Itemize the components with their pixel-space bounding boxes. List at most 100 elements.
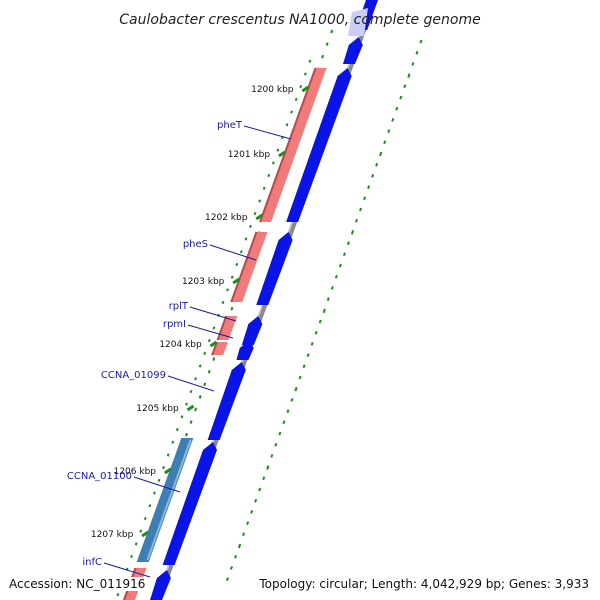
gene-feature-reverse: [342, 37, 363, 64]
gc-tick: [383, 140, 387, 145]
gene-label: pheT: [217, 120, 243, 131]
scale-minor-tick: [226, 288, 230, 292]
gc-tick: [274, 442, 278, 447]
gc-tick: [238, 543, 242, 549]
scale-minor-tick: [116, 593, 120, 597]
gc-tick: [334, 274, 338, 279]
scale-minor-tick: [189, 389, 193, 394]
gene-feature-edge: [230, 231, 258, 303]
gene-feature-reverse: [236, 340, 254, 360]
scale-minor-tick: [230, 275, 234, 279]
scale-tick-mark: [186, 404, 195, 412]
gc-tick: [338, 263, 342, 268]
gene-feature-reverse: [286, 68, 352, 222]
gc-tick: [242, 532, 246, 537]
scale-tick-label: 1201 kbp: [228, 150, 271, 160]
gene-label: pheS: [183, 239, 208, 250]
gene-label-leader: [189, 306, 237, 322]
gene-feature-highlight: [146, 439, 192, 561]
scale-ruler: 1200 kbp 1201 kbp 1202 kbp 1203 kbp 1204 kbp…: [91, 59, 312, 597]
gc-tick: [358, 207, 363, 212]
gc-tick: [286, 409, 290, 413]
gene-feature-rplT: [216, 316, 238, 340]
gc-tick: [391, 118, 395, 122]
scale-minor-tick: [166, 453, 170, 457]
gc-tick: [411, 62, 415, 66]
gc-tick: [229, 566, 234, 570]
gc-tick: [207, 369, 211, 374]
gene-label-leader: [133, 476, 181, 493]
gene-label-leader: [209, 244, 257, 261]
scale-minor-tick: [244, 237, 248, 241]
scale-tick-mark: [163, 467, 172, 475]
scale-minor-tick: [212, 326, 216, 330]
gene-label: CCNA_01099: [101, 370, 166, 381]
topology-label: Topology: circular; Length: 4,042,929 bp…: [257, 577, 591, 591]
scale-minor-tick: [143, 516, 147, 521]
scale-minor-tick: [221, 300, 225, 305]
gc-tick: [270, 454, 274, 458]
gc-tick: [278, 431, 282, 436]
scale-tick-mark: [141, 530, 149, 538]
scale-minor-tick: [175, 427, 179, 432]
gc-tick: [330, 29, 334, 34]
gene-labels: pheT pheS rplT rpmI CCNA_01099 CCNA_01100 infC: [67, 120, 292, 578]
scale-tick-label: 1207 kbp: [91, 530, 134, 540]
gc-tick: [233, 554, 238, 559]
gene-label: rplT: [169, 301, 189, 312]
scale-minor-tick: [239, 250, 243, 254]
scale-minor-tick: [290, 110, 294, 114]
gc-tick: [230, 306, 234, 311]
scale-minor-tick: [171, 440, 175, 444]
gene-label-leader: [243, 125, 292, 140]
gene-label-leader: [187, 324, 234, 339]
gc-tick: [387, 129, 391, 133]
gc-tick: [354, 218, 359, 223]
gene-feature-edge: [216, 315, 228, 341]
gc-tick: [225, 577, 229, 581]
scale-minor-tick: [262, 186, 266, 190]
accession-label: Accession: NC_011916: [7, 577, 148, 591]
gc-tick: [294, 386, 298, 392]
gene-label: CCNA_01100: [67, 471, 132, 482]
gene-feature-pheS: [230, 232, 268, 302]
gc-tick: [314, 330, 318, 335]
gc-tick: [322, 308, 326, 314]
scale-minor-tick: [180, 415, 184, 419]
gc-tick: [321, 54, 325, 59]
gc-tick: [246, 521, 250, 525]
gc-tick: [415, 50, 419, 55]
scale-tick-mark: [209, 340, 218, 348]
gc-tick: [350, 230, 355, 235]
scale-tick-label: 1203 kbp: [182, 277, 225, 287]
gc-tick: [310, 342, 314, 346]
scale-minor-tick: [235, 262, 239, 267]
gc-tick: [379, 151, 383, 157]
gc-tick: [371, 174, 375, 178]
gc-tick: [403, 84, 407, 89]
scale-minor-tick: [285, 123, 289, 127]
scale-minor-tick: [308, 59, 312, 63]
gc-tick: [346, 241, 350, 245]
scale-minor-tick: [267, 173, 271, 178]
gc-tick: [342, 252, 346, 257]
scale-tick-mark: [232, 277, 241, 285]
gc-tick: [203, 382, 207, 387]
gene-feature-reverse: [207, 362, 246, 440]
scale-minor-tick: [276, 148, 280, 152]
scale-tick-label: 1200 kbp: [251, 85, 294, 95]
scale-minor-tick: [139, 529, 143, 533]
scale-tick-mark: [278, 150, 286, 158]
gc-tick: [326, 297, 330, 301]
map-title: Caulobacter crescentus NA1000, complete …: [119, 12, 480, 28]
scale-tick-label: 1206 kbp: [114, 467, 157, 477]
scale-minor-tick: [162, 466, 166, 470]
gene-feature-reverse: [241, 316, 263, 345]
gene-label-leader: [167, 375, 215, 392]
scale-tick-label: 1204 kbp: [159, 340, 202, 350]
scale-minor-tick: [299, 85, 303, 89]
scale-minor-tick: [253, 212, 257, 216]
scale-minor-tick: [185, 402, 188, 406]
scale-minor-tick: [148, 504, 152, 508]
